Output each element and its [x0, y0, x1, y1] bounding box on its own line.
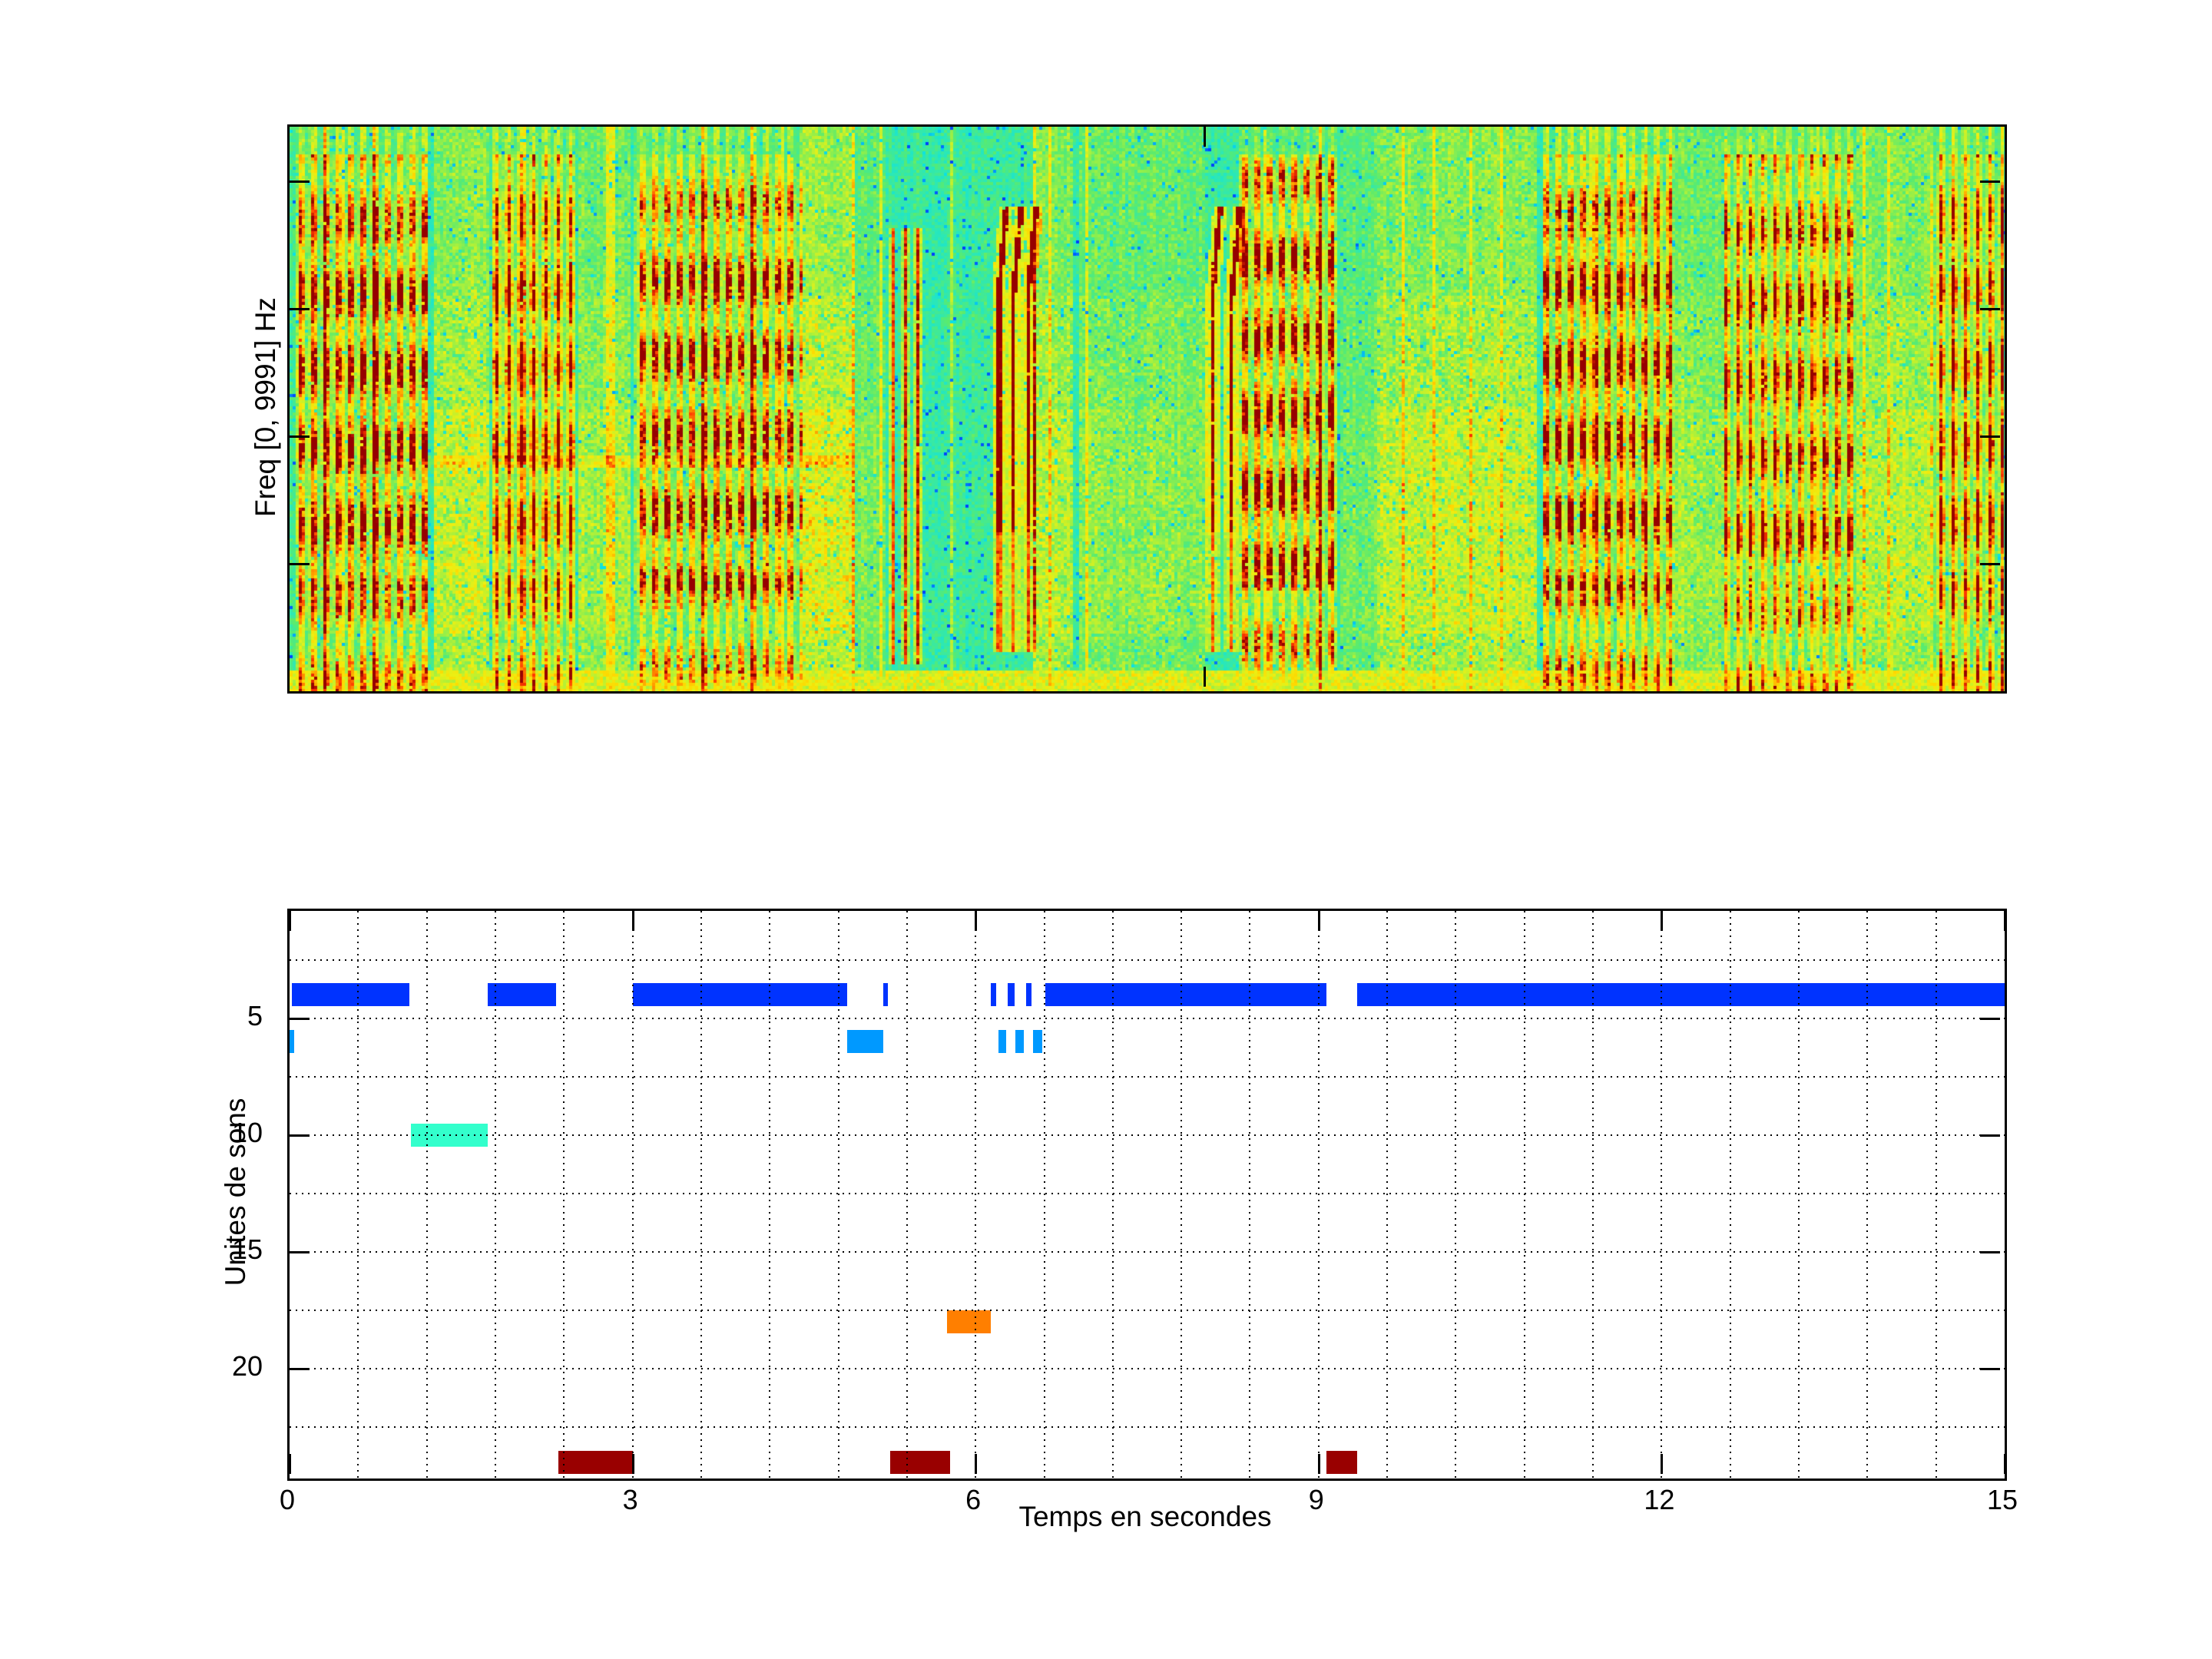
time-tick-mark — [1661, 911, 1664, 931]
time-tick-mark — [975, 911, 978, 931]
bar-unit-4-segment — [1357, 983, 2005, 1007]
x-tick-label: 15 — [1986, 1484, 2018, 1515]
bar-unit-6-segment — [998, 1030, 1007, 1054]
freq-tick-mark — [290, 180, 310, 184]
y-tick-label: 10 — [231, 1116, 263, 1148]
minor-gridline-y — [290, 1075, 2005, 1078]
freq-tick-mark — [290, 435, 310, 438]
minor-gridline-x — [769, 911, 771, 1479]
spectrogram-image — [290, 127, 2005, 691]
bar-unit-4-segment — [990, 983, 996, 1007]
freq-tick-mark — [1980, 307, 2000, 310]
x-tick-label: 6 — [965, 1484, 982, 1515]
time-tick-mark — [631, 1454, 634, 1474]
spectrogram-time-tick-mark — [1203, 127, 1206, 147]
unit-tick-mark — [290, 1251, 310, 1253]
minor-gridline-x — [837, 911, 839, 1479]
time-tick-mark — [631, 911, 634, 931]
freq-tick-mark — [1980, 562, 2000, 565]
minor-gridline-x — [1523, 911, 1525, 1479]
bar-unit-24-segment — [889, 1450, 951, 1474]
unit-tick-mark — [290, 1017, 310, 1020]
unit-tick-mark — [1980, 1368, 2000, 1371]
bar-unit-4-segment — [1025, 983, 1032, 1007]
minor-gridline-x — [1386, 911, 1389, 1479]
freq-tick-mark — [1980, 180, 2000, 184]
minor-gridline-y — [290, 1017, 2005, 1019]
spectrogram-time-tick-mark — [1203, 667, 1206, 687]
minor-gridline-x — [975, 911, 977, 1479]
minor-gridline-x — [426, 911, 428, 1479]
freq-tick-mark — [1980, 435, 2000, 438]
minor-gridline-x — [1729, 911, 1731, 1479]
unit-tick-mark — [1980, 1017, 2000, 1020]
bar-unit-4-segment — [291, 983, 410, 1007]
minor-gridline-x — [700, 911, 702, 1479]
minor-gridline-x — [1661, 911, 1663, 1479]
unit-tick-mark — [290, 1134, 310, 1137]
time-tick-mark — [289, 911, 291, 931]
y-tick-label: 20 — [231, 1350, 263, 1382]
x-tick-label: 9 — [1308, 1484, 1324, 1515]
timeline-plot — [287, 909, 2007, 1481]
minor-gridline-y — [290, 1251, 2005, 1253]
minor-gridline-x — [494, 911, 496, 1479]
time-tick-mark — [2004, 911, 2006, 931]
time-tick-mark — [975, 1454, 978, 1474]
minor-gridline-x — [1592, 911, 1594, 1479]
unit-tick-mark — [1980, 1134, 2000, 1137]
bar-unit-4-segment — [487, 983, 556, 1007]
freq-tick-mark — [290, 562, 310, 565]
minor-gridline-x — [563, 911, 565, 1479]
unit-tick-mark — [290, 1368, 310, 1371]
minor-gridline-x — [631, 911, 634, 1479]
bar-unit-18-segment — [946, 1310, 991, 1334]
bar-unit-6-segment — [1015, 1030, 1024, 1054]
minor-gridline-y — [290, 1192, 2005, 1194]
minor-gridline-x — [1249, 911, 1251, 1479]
x-tick-label: 0 — [279, 1484, 296, 1515]
bar-unit-4-segment — [1007, 983, 1015, 1007]
bar-unit-6-segment — [1032, 1030, 1042, 1054]
bar-unit-4-segment — [882, 983, 888, 1007]
bar-unit-24-segment — [1326, 1450, 1358, 1474]
time-tick-mark — [2004, 1454, 2006, 1474]
x-tick-label: 12 — [1644, 1484, 1675, 1515]
time-tick-mark — [1317, 911, 1320, 931]
bar-unit-6-segment — [290, 1030, 294, 1054]
minor-gridline-x — [906, 911, 908, 1479]
x-tick-label: 3 — [622, 1484, 638, 1515]
minor-gridline-x — [1866, 911, 1869, 1479]
spectrogram-y-axis-label: Freq [0, 9991] Hz — [250, 297, 281, 517]
bar-unit-6-segment — [847, 1030, 883, 1054]
time-tick-mark — [1317, 1454, 1320, 1474]
time-tick-mark — [1661, 1454, 1664, 1474]
bar-unit-4-segment — [632, 983, 848, 1007]
timeline-x-axis-label: Temps en secondes — [1018, 1501, 1272, 1532]
minor-gridline-y — [290, 959, 2005, 961]
minor-gridline-x — [1935, 911, 1937, 1479]
unit-tick-mark — [1980, 1251, 2000, 1253]
y-tick-label: 15 — [231, 1233, 263, 1265]
minor-gridline-x — [1455, 911, 1457, 1479]
y-tick-label: 5 — [247, 999, 263, 1031]
spectrogram-plot — [287, 124, 2007, 694]
freq-tick-mark — [290, 307, 310, 310]
minor-gridline-x — [1317, 911, 1320, 1479]
minor-gridline-y — [290, 1310, 2005, 1312]
minor-gridline-y — [290, 1426, 2005, 1429]
minor-gridline-x — [1111, 911, 1114, 1479]
minor-gridline-y — [290, 1134, 2005, 1136]
bar-unit-24-segment — [558, 1450, 633, 1474]
time-tick-mark — [289, 1454, 291, 1474]
bar-unit-4-segment — [1045, 983, 1327, 1007]
minor-gridline-x — [1043, 911, 1045, 1479]
minor-gridline-x — [1798, 911, 1800, 1479]
minor-gridline-y — [290, 1368, 2005, 1370]
minor-gridline-x — [357, 911, 359, 1479]
minor-gridline-x — [1181, 911, 1183, 1479]
